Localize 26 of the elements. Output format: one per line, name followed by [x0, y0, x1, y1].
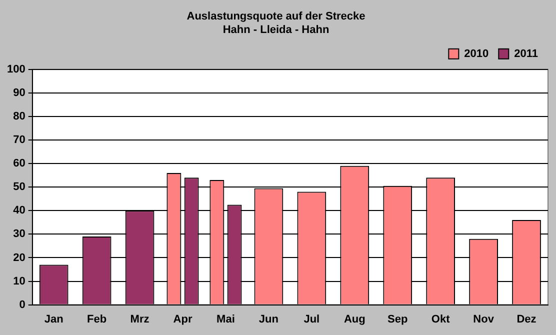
y-tick-label: 40 [13, 204, 26, 217]
x-tick-label: Feb [87, 313, 107, 326]
x-tick-label: Jun [258, 313, 279, 326]
y-tick-label: 80 [13, 110, 26, 123]
y-tick-label: 90 [13, 86, 26, 99]
y-tick-label: 30 [13, 228, 26, 240]
y-tick-label: 10 [13, 275, 26, 288]
x-tick-label: Mrz [130, 313, 150, 326]
y-tick-label: 100 [6, 63, 26, 76]
x-tick-label: Jan [44, 313, 64, 326]
x-tick-label: Aug [344, 313, 366, 326]
legend-label: 2011 [514, 48, 538, 60]
y-tick-label: 60 [13, 158, 26, 170]
legend-label: 2010 [464, 48, 489, 60]
x-tick-label: Nov [473, 313, 495, 326]
x-tick-label: Jul [304, 313, 320, 326]
y-tick-label: 0 [19, 298, 26, 311]
x-tick-label: Dez [516, 313, 537, 326]
x-tick-label: Apr [173, 313, 193, 326]
x-tick-label: Sep [388, 313, 408, 326]
y-tick-label: 70 [13, 134, 26, 146]
chart-title: Auslastungsquote auf der Strecke Hahn - Lleida - Hahn [186, 10, 366, 36]
x-tick-label: Okt [431, 313, 450, 326]
x-tick-label: Mai [216, 313, 235, 326]
y-tick-label: 20 [13, 252, 26, 264]
y-tick-label: 50 [13, 181, 26, 194]
